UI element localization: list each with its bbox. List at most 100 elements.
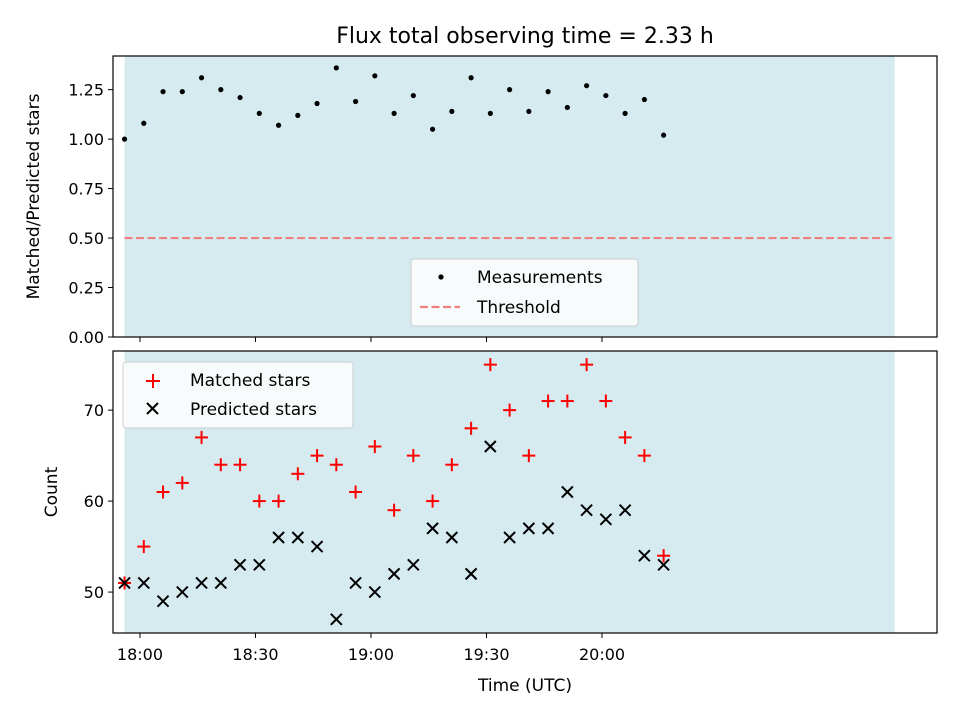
matched-stars-point <box>137 540 151 554</box>
ratio-y-axis-label: Matched/Predicted stars <box>24 93 44 299</box>
matched-stars-point <box>445 458 459 472</box>
predicted-stars-point <box>407 558 420 571</box>
count-points <box>118 358 671 626</box>
measurement-point <box>564 104 570 111</box>
matched-stars-point <box>657 549 671 563</box>
ratio-panel: 0.00 0.25 0.50 0.75 1.00 1.25 Matched/Predict… <box>24 55 938 347</box>
count-y-axis-label: Count <box>42 466 62 517</box>
measurement-points <box>121 65 667 142</box>
predicted-stars-point <box>291 531 305 544</box>
measurement-point <box>661 132 667 138</box>
predicted-stars-point <box>522 522 536 535</box>
matched-stars-point <box>618 430 632 444</box>
predicted-stars-point <box>445 531 459 544</box>
measurement-point <box>449 108 455 115</box>
predicted-stars-point-b <box>291 531 305 544</box>
x-tick-label: 19:30 <box>463 645 509 664</box>
predicted-stars-point-b <box>272 531 285 544</box>
matched-stars-point <box>599 394 613 408</box>
y-tick-label: 0.00 <box>68 328 104 347</box>
predicted-stars-point-b <box>349 576 362 590</box>
predicted-stars-point-b <box>541 522 555 535</box>
predicted-stars-point-b <box>657 558 670 571</box>
measurement-point <box>179 89 185 95</box>
measurement-point <box>391 110 397 116</box>
legend-matched-marker <box>146 374 160 388</box>
count-panel: 50 60 70 18:00 18:30 19:00 19:30 20:00 Count T… <box>42 350 938 696</box>
count-x-ticks: 18:00 18:30 19:00 19:30 20:00 <box>117 633 625 664</box>
predicted-stars-point-b <box>407 558 420 571</box>
legend-threshold-label: Threshold <box>476 298 561 318</box>
predicted-stars-point-b <box>426 522 439 535</box>
y-tick-label: 70 <box>84 401 104 420</box>
x-tick-label: 19:00 <box>348 645 394 664</box>
predicted-stars-point-b <box>118 576 131 590</box>
predicted-stars-point <box>156 594 170 608</box>
ratio-x-ticks <box>139 337 603 342</box>
predicted-stars-point-b <box>253 558 266 571</box>
measurement-point <box>603 92 609 99</box>
matched-stars-point <box>233 458 247 472</box>
predicted-stars-point <box>464 567 478 581</box>
matched-stars-point <box>483 358 497 372</box>
x-tick-label: 20:00 <box>579 645 625 664</box>
count-legend-box <box>122 361 354 429</box>
measurement-point <box>333 65 339 71</box>
measurement-point <box>160 89 166 95</box>
measurement-point <box>545 89 551 95</box>
matched-stars-point <box>368 440 382 454</box>
predicted-stars-point-b <box>137 576 151 590</box>
matched-stars-point <box>175 476 189 490</box>
predicted-stars-point-b <box>618 503 632 517</box>
predicted-stars-point <box>426 522 439 535</box>
measurement-point <box>622 110 628 116</box>
measurement-point <box>526 108 532 115</box>
predicted-stars-point <box>233 558 247 571</box>
predicted-stars-point-b <box>484 440 497 453</box>
x-tick-label: 18:00 <box>117 645 163 664</box>
predicted-stars-point-b <box>214 576 228 590</box>
predicted-stars-point-b <box>522 522 536 535</box>
y-tick-label: 0.25 <box>68 279 104 298</box>
measurement-point <box>352 98 359 105</box>
predicted-stars-point-b <box>176 585 189 599</box>
ratio-legend-box <box>410 258 639 327</box>
measurement-point <box>256 110 262 116</box>
predicted-stars-point-b <box>445 531 459 544</box>
matched-stars-point <box>406 449 420 463</box>
measurement-point <box>218 87 224 93</box>
measurement-point <box>468 75 474 81</box>
predicted-stars-point <box>310 540 324 553</box>
predicted-stars-point <box>638 549 651 562</box>
predicted-stars-point-b <box>195 576 208 590</box>
time-x-axis-label: Time (UTC) <box>477 676 572 696</box>
y-tick-label: 60 <box>84 492 104 511</box>
measurement-point <box>275 122 282 128</box>
predicted-stars-point-b <box>368 585 382 599</box>
ratio-y-ticks: 0.00 0.25 0.50 0.75 1.00 1.25 <box>68 81 113 347</box>
predicted-stars-point <box>214 576 228 590</box>
legend-predicted-marker <box>146 402 159 415</box>
predicted-stars-point <box>272 531 285 544</box>
predicted-stars-point <box>580 503 593 517</box>
legend-measurements-marker <box>438 274 444 280</box>
measurement-point <box>198 75 205 81</box>
predicted-stars-point <box>618 503 632 517</box>
measurement-point <box>237 94 243 101</box>
predicted-stars-point-b <box>156 594 170 608</box>
matched-stars-point <box>291 467 305 481</box>
predicted-stars-point <box>561 485 574 499</box>
matched-stars-point <box>426 494 440 508</box>
predicted-stars-point <box>657 558 670 571</box>
predicted-stars-point <box>387 567 401 581</box>
y-tick-label: 50 <box>84 583 104 602</box>
measurement-point <box>141 120 147 126</box>
predicted-stars-point-b <box>580 503 593 517</box>
predicted-stars-point-b <box>330 613 343 626</box>
predicted-stars-point <box>599 513 613 526</box>
measurement-point <box>584 83 590 89</box>
predicted-stars-point <box>541 522 555 535</box>
matched-stars-point <box>541 394 555 408</box>
matched-stars-point <box>522 449 536 463</box>
